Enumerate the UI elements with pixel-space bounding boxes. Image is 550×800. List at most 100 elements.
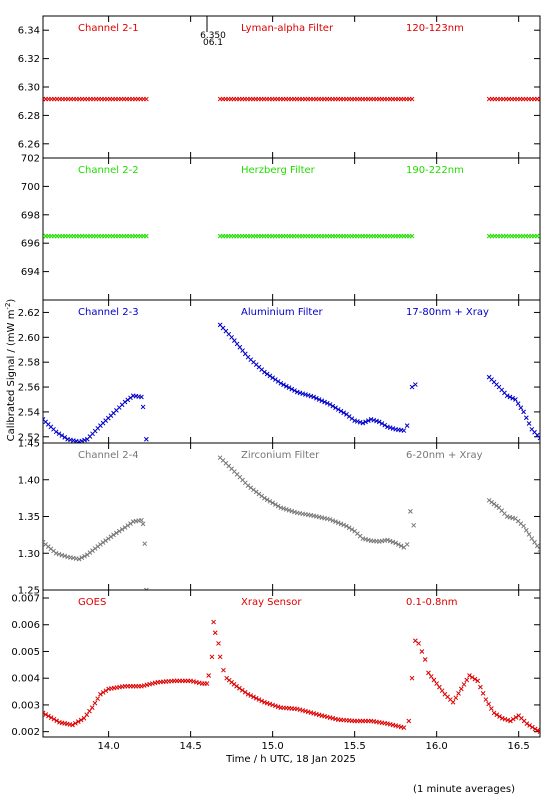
x-tick-label: 15.0 xyxy=(262,741,284,752)
data-point xyxy=(73,720,78,726)
data-point xyxy=(212,630,218,636)
data-point xyxy=(286,507,292,513)
y-tick-label: 1.40 xyxy=(18,475,40,486)
data-point xyxy=(537,96,540,102)
data-point xyxy=(535,727,540,733)
data-point xyxy=(204,681,210,686)
data-point xyxy=(143,436,149,442)
data-point xyxy=(70,722,75,728)
data-point xyxy=(338,408,344,414)
data-point xyxy=(209,654,215,660)
data-point xyxy=(143,96,149,102)
data-point xyxy=(248,693,254,698)
data-point xyxy=(234,683,239,689)
data-point xyxy=(125,523,131,528)
data-point xyxy=(529,536,535,541)
data-point xyxy=(79,555,85,561)
data-point xyxy=(376,419,382,425)
panel-label-mid: Zirconium Filter xyxy=(241,450,320,461)
panel-label-right: 0.1-0.8nm xyxy=(406,597,458,608)
panel-label-right: 190-222nm xyxy=(406,165,464,176)
data-point xyxy=(480,690,486,696)
data-point xyxy=(385,424,390,430)
data-point xyxy=(140,521,146,527)
data-point xyxy=(311,394,316,400)
data-point xyxy=(472,676,478,682)
panel-label-left: Channel 2-3 xyxy=(78,307,139,318)
data-point xyxy=(305,392,311,398)
data-point xyxy=(98,691,103,697)
panel-label-mid: Herzberg Filter xyxy=(241,165,316,176)
data-point xyxy=(54,718,60,724)
data-point xyxy=(428,674,434,679)
data-point xyxy=(262,495,267,501)
x-tick-label: 14.0 xyxy=(97,741,119,752)
y-tick-label: 694 xyxy=(21,267,40,278)
data-point xyxy=(283,383,289,389)
data-point xyxy=(352,418,358,423)
data-point xyxy=(458,686,464,692)
data-point xyxy=(360,420,366,426)
data-point xyxy=(43,712,49,717)
data-point xyxy=(510,716,516,722)
panel-label-right: 120-123nm xyxy=(406,23,464,34)
data-point xyxy=(513,397,518,402)
data-point xyxy=(264,700,270,706)
data-point xyxy=(114,530,119,536)
y-tick-label: 0.003 xyxy=(11,700,40,711)
data-point xyxy=(537,729,540,735)
data-point xyxy=(330,518,336,523)
data-point xyxy=(382,422,388,428)
data-point xyxy=(89,705,95,710)
data-point xyxy=(275,503,281,509)
data-point xyxy=(526,532,532,537)
data-point xyxy=(344,523,349,529)
data-point xyxy=(461,682,467,687)
panel-label-left: Channel 2-4 xyxy=(78,450,139,461)
data-point xyxy=(456,690,461,696)
data-point xyxy=(273,502,278,507)
data-point xyxy=(406,718,412,724)
data-point xyxy=(262,369,267,375)
data-point xyxy=(409,233,415,239)
data-point xyxy=(333,405,338,411)
data-point xyxy=(267,498,273,504)
data-point xyxy=(398,543,404,549)
data-point xyxy=(507,394,513,400)
data-point xyxy=(532,539,537,545)
panel-label-mid: Aluminium Filter xyxy=(241,307,324,318)
data-point xyxy=(116,528,122,534)
data-point xyxy=(497,714,502,719)
data-point xyxy=(368,417,374,422)
data-point xyxy=(48,715,54,720)
data-point xyxy=(371,417,377,423)
data-point xyxy=(217,654,223,660)
data-point xyxy=(537,233,540,239)
panel-label-right: 17-80nm + Xray xyxy=(406,307,489,318)
data-point xyxy=(79,438,85,443)
data-point xyxy=(396,542,401,547)
data-point xyxy=(453,695,459,701)
y-tick-label: 2.62 xyxy=(18,308,40,319)
data-point xyxy=(322,399,327,405)
data-point xyxy=(416,641,421,646)
data-point xyxy=(122,525,128,530)
data-point xyxy=(411,522,417,528)
data-point xyxy=(53,429,59,435)
data-point xyxy=(486,701,491,707)
data-point xyxy=(275,379,281,384)
data-point xyxy=(324,400,330,406)
data-point xyxy=(527,723,532,728)
y-tick-label: 2.60 xyxy=(18,333,40,344)
panel-frame xyxy=(42,157,541,301)
data-point xyxy=(439,688,445,694)
data-point xyxy=(76,556,82,562)
x-tick-label: 14.5 xyxy=(179,741,201,752)
data-point xyxy=(267,373,273,379)
data-point xyxy=(341,410,347,416)
data-point xyxy=(286,385,292,391)
y-tick-label: 1.30 xyxy=(18,549,40,560)
y-tick-label: 2.58 xyxy=(18,358,40,369)
data-point xyxy=(434,681,440,686)
data-point xyxy=(393,540,399,546)
